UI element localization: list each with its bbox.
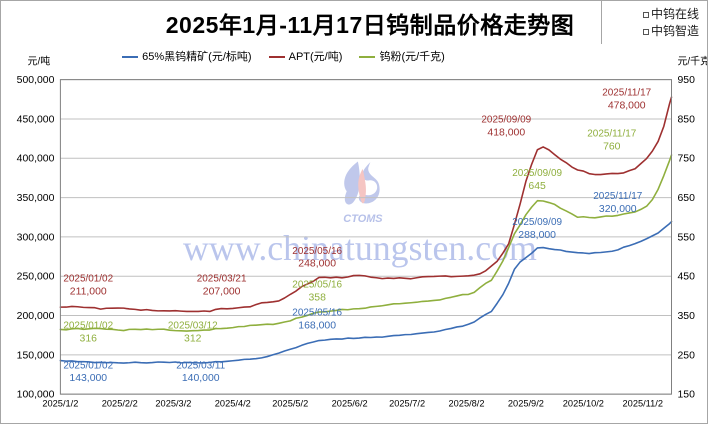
svg-text:2025/6/2: 2025/6/2: [332, 399, 368, 409]
svg-text:312: 312: [184, 333, 202, 344]
svg-text:250,000: 250,000: [17, 272, 55, 283]
svg-text:550: 550: [677, 232, 695, 243]
svg-text:2025/11/17: 2025/11/17: [587, 128, 636, 139]
svg-text:140,000: 140,000: [182, 373, 220, 384]
svg-text:2025/10/2: 2025/10/2: [563, 399, 604, 409]
svg-text:950: 950: [677, 75, 695, 86]
svg-text:2025/03/11: 2025/03/11: [176, 360, 225, 371]
svg-text:2025/4/2: 2025/4/2: [215, 399, 251, 409]
svg-text:2025/09/09: 2025/09/09: [512, 217, 562, 228]
svg-text:2025/1/2: 2025/1/2: [42, 399, 78, 409]
svg-text:248,000: 248,000: [298, 259, 336, 270]
svg-text:CTOMS: CTOMS: [343, 213, 383, 225]
svg-text:300,000: 300,000: [17, 232, 55, 243]
svg-text:645: 645: [528, 181, 546, 192]
svg-text:150: 150: [677, 390, 695, 401]
svg-text:211,000: 211,000: [70, 287, 107, 298]
svg-text:350,000: 350,000: [17, 193, 55, 204]
svg-text:450,000: 450,000: [17, 114, 55, 125]
svg-text:元/千克: 元/千克: [677, 56, 708, 68]
svg-text:2025/11/17: 2025/11/17: [593, 191, 642, 202]
svg-text:350: 350: [677, 311, 695, 322]
svg-text:元/吨: 元/吨: [28, 55, 51, 68]
svg-text:2025/09/09: 2025/09/09: [481, 114, 531, 125]
svg-text:2025/03/12: 2025/03/12: [168, 320, 218, 331]
svg-text:850: 850: [677, 114, 695, 125]
svg-text:760: 760: [603, 141, 621, 152]
svg-text:2025/11/17: 2025/11/17: [602, 88, 651, 99]
svg-text:478,000: 478,000: [608, 100, 646, 111]
svg-text:2025/03/21: 2025/03/21: [197, 274, 247, 285]
svg-text:2025/2/2: 2025/2/2: [102, 399, 138, 409]
svg-text:2025/01/02: 2025/01/02: [63, 320, 113, 331]
svg-text:2025/05/16: 2025/05/16: [292, 280, 342, 291]
svg-text:2025/3/2: 2025/3/2: [155, 399, 191, 409]
svg-text:200,000: 200,000: [17, 311, 55, 322]
svg-text:400,000: 400,000: [17, 154, 55, 165]
svg-text:418,000: 418,000: [487, 127, 525, 138]
svg-text:143,000: 143,000: [69, 373, 107, 384]
svg-text:2025/01/02: 2025/01/02: [63, 360, 113, 371]
svg-text:2025/09/09: 2025/09/09: [512, 168, 562, 179]
svg-text:2025/05/16: 2025/05/16: [292, 308, 342, 319]
svg-text:2025/9/2: 2025/9/2: [508, 399, 544, 409]
svg-text:2025/11/2: 2025/11/2: [623, 399, 663, 409]
svg-text:450: 450: [677, 272, 695, 283]
svg-text:250: 250: [677, 350, 695, 361]
svg-text:500,000: 500,000: [17, 75, 55, 86]
svg-text:2025/8/2: 2025/8/2: [449, 399, 485, 409]
svg-text:2025/01/02: 2025/01/02: [63, 274, 113, 285]
svg-text:150,000: 150,000: [17, 350, 55, 361]
svg-text:2025/05/16: 2025/05/16: [292, 246, 342, 257]
svg-text:650: 650: [677, 193, 695, 204]
svg-text:168,000: 168,000: [298, 320, 336, 331]
svg-text:316: 316: [80, 333, 98, 344]
svg-text:2025/5/2: 2025/5/2: [272, 399, 308, 409]
svg-text:2025/7/2: 2025/7/2: [389, 399, 425, 409]
svg-text:www.chinatungsten.com: www.chinatungsten.com: [183, 228, 537, 268]
svg-text:320,000: 320,000: [599, 204, 637, 215]
svg-text:288,000: 288,000: [518, 230, 556, 241]
svg-text:207,000: 207,000: [203, 287, 241, 298]
svg-text:358: 358: [308, 293, 326, 304]
svg-text:750: 750: [677, 154, 695, 165]
